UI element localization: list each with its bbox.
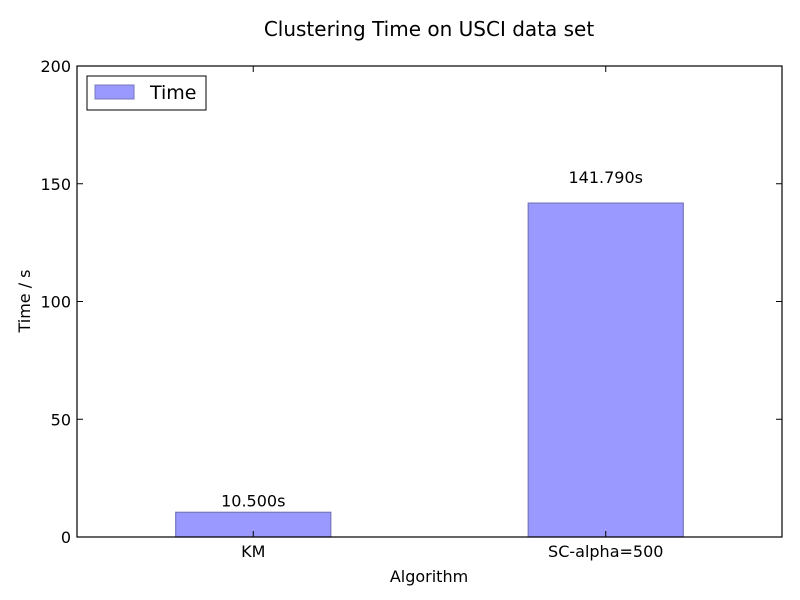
data-labels-group: 10.500s 141.790s <box>221 168 643 510</box>
x-ticks-group: KM SC-alpha=500 <box>241 66 663 561</box>
y-axis-label: Time / s <box>15 269 34 333</box>
legend: Time <box>86 75 207 111</box>
data-label-0: 10.500s <box>221 491 285 510</box>
y-tick-label-0: 0 <box>61 528 71 547</box>
chart-title: Clustering Time on USCI data set <box>264 17 595 41</box>
bar-1 <box>527 202 684 538</box>
x-tick-label-0: KM <box>241 542 265 561</box>
legend-label: Time <box>149 82 197 104</box>
x-axis-label: Algorithm <box>390 567 468 586</box>
x-tick-label-1: SC-alpha=500 <box>548 542 663 561</box>
y-ticks-group: 0 50 100 150 200 <box>40 57 782 547</box>
y-tick-label-3: 150 <box>40 175 71 194</box>
legend-swatch <box>94 84 135 100</box>
data-label-1: 141.790s <box>569 168 644 187</box>
y-tick-label-1: 50 <box>51 410 71 429</box>
y-tick-label-2: 100 <box>40 293 71 312</box>
y-tick-label-4: 200 <box>40 57 71 76</box>
bars-group <box>175 202 684 538</box>
